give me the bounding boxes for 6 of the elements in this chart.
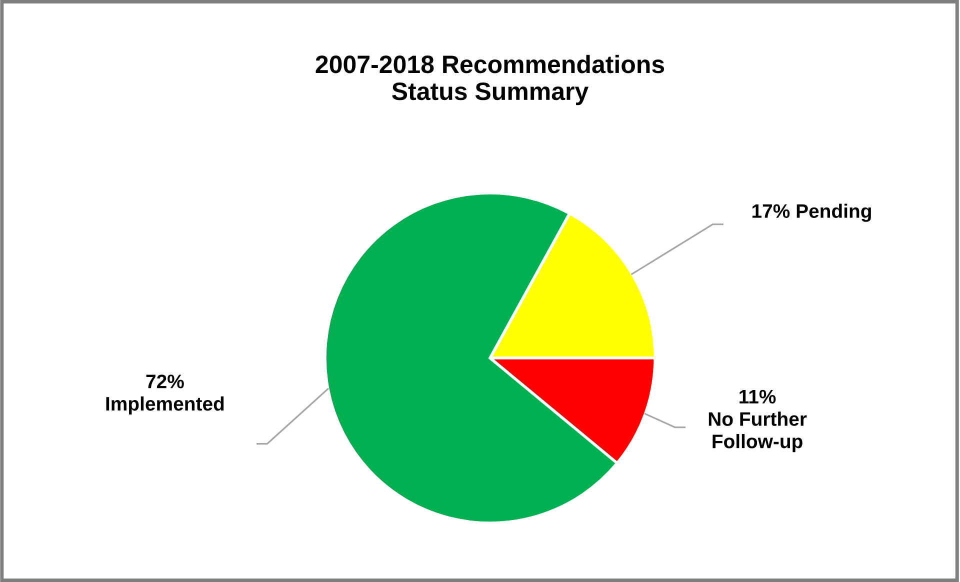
data-label: 11% (740, 390, 776, 404)
slice-label: 17% Pending (752, 204, 871, 222)
data-label: 72% (146, 374, 184, 388)
slice-label: Implemented (106, 396, 224, 415)
chart-title: 2007-2018 Recommendations Status Summary (316, 54, 664, 106)
slice-label: No Further Follow-up (708, 412, 807, 452)
